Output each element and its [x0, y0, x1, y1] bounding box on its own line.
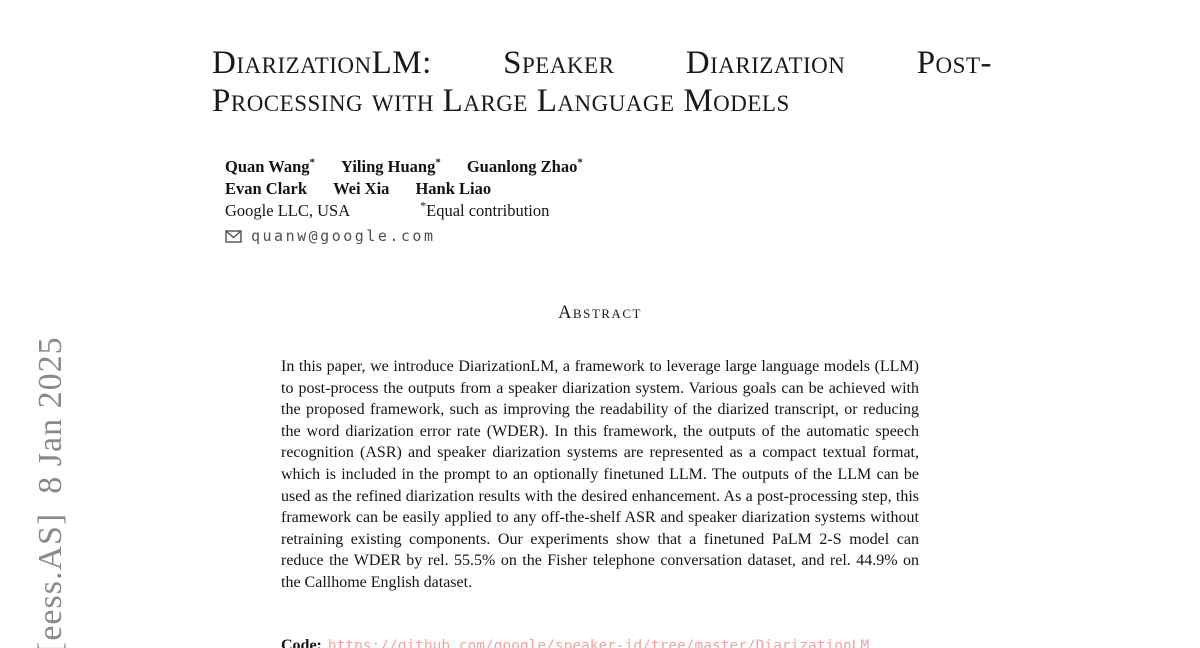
abstract-heading: Abstract [558, 303, 642, 323]
paper-title-line1: DiarizationLM: Speaker Diarization Post- [212, 45, 992, 81]
authors-block: Quan Wang* Yiling Huang* Guanlong Zhao* … [225, 156, 583, 247]
author-email-link[interactable]: quanw@google.com [251, 227, 436, 245]
equal-contribution-mark: * [577, 156, 583, 169]
author-row-2: Evan Clark Wei Xia Hank Liao [225, 178, 583, 200]
author-name: Guanlong Zhao* [466, 156, 583, 176]
author-name: Hank Liao [415, 179, 492, 198]
paper-title-line2: Processing with Large Language Models [212, 83, 790, 119]
equal-contribution-mark: * [309, 156, 316, 169]
abstract-text: In this paper, we introduce DiarizationL… [281, 358, 919, 591]
paper-title: DiarizationLM: Speaker Diarization Post-… [212, 44, 992, 120]
email-row: quanw@google.com [225, 225, 583, 247]
envelope-icon [225, 229, 242, 243]
affiliation: Google LLC, USA [225, 201, 351, 220]
author-name: Wei Xia [333, 179, 390, 198]
arxiv-sidebar-label: [eess.AS] 8 Jan 2025 [32, 336, 69, 648]
code-repository-link[interactable]: https://github.com/google/speaker-id/tre… [327, 638, 870, 648]
author-name: Evan Clark [225, 179, 308, 198]
affiliation-row: Google LLC, USA *Equal contribution [225, 200, 583, 222]
equal-contribution-note: *Equal contribution [420, 198, 550, 221]
code-line: Code: https://github.com/google/speaker-i… [281, 637, 941, 648]
equal-contribution-mark: * [435, 156, 441, 169]
code-label: Code: [281, 637, 322, 648]
author-name: Quan Wang* [225, 156, 316, 176]
author-row-1: Quan Wang* Yiling Huang* Guanlong Zhao* [225, 156, 583, 178]
author-name: Yiling Huang* [341, 156, 441, 176]
